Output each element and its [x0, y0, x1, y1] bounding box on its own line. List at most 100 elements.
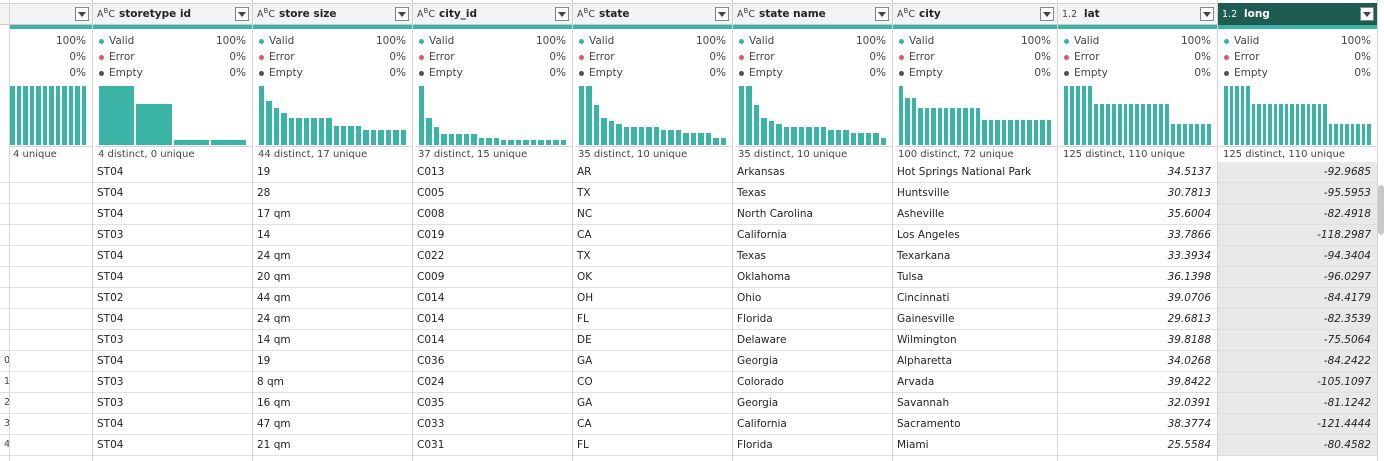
- table-cell[interactable]: California: [733, 414, 892, 435]
- row-number[interactable]: 3: [0, 414, 9, 435]
- table-cell[interactable]: [10, 225, 92, 246]
- histogram-bar[interactable]: [776, 124, 782, 145]
- histogram-bar[interactable]: [49, 86, 54, 145]
- table-cell[interactable]: C022: [413, 246, 572, 267]
- histogram-bar[interactable]: [136, 104, 172, 145]
- histogram-bar[interactable]: [545, 140, 552, 145]
- table-cell[interactable]: Wilmington: [893, 330, 1057, 351]
- histogram-bar[interactable]: [880, 138, 887, 145]
- histogram-bar[interactable]: [995, 120, 1000, 145]
- histogram-bar[interactable]: [10, 86, 15, 145]
- column-header-partial[interactable]: [10, 3, 92, 25]
- histogram-bar[interactable]: [1246, 86, 1250, 145]
- table-cell[interactable]: Arvada: [893, 372, 1057, 393]
- table-cell[interactable]: 24 qm: [253, 309, 412, 330]
- histogram-bar[interactable]: [1229, 86, 1234, 145]
- histogram-bar[interactable]: [943, 108, 949, 145]
- histogram-bar[interactable]: [858, 133, 864, 145]
- table-cell[interactable]: DE: [573, 330, 732, 351]
- histogram-bar[interactable]: [1200, 124, 1205, 145]
- histogram-bar[interactable]: [865, 133, 872, 145]
- histogram-bar[interactable]: [326, 118, 332, 145]
- histogram-bar[interactable]: [538, 140, 544, 145]
- table-cell[interactable]: -96.0297: [1218, 267, 1377, 288]
- histogram-bar[interactable]: [1040, 120, 1045, 145]
- decimal-type-icon[interactable]: 1.2: [1222, 8, 1238, 20]
- index-header[interactable]: [0, 3, 9, 25]
- histogram-bar[interactable]: [385, 130, 392, 145]
- histogram-bar[interactable]: [586, 86, 592, 145]
- table-cell[interactable]: [10, 393, 92, 414]
- histogram-bar[interactable]: [739, 86, 745, 145]
- text-type-icon[interactable]: ABC: [577, 7, 595, 21]
- table-cell[interactable]: 39.8188: [1058, 330, 1217, 351]
- histogram-bar[interactable]: [690, 133, 697, 145]
- table-cell[interactable]: TX: [573, 183, 732, 204]
- table-cell[interactable]: CO: [573, 372, 732, 393]
- table-cell[interactable]: 33.3934: [1058, 246, 1217, 267]
- table-cell[interactable]: North Carolina: [733, 204, 892, 225]
- histogram-bar[interactable]: [1141, 104, 1146, 145]
- histogram-bar[interactable]: [62, 86, 67, 145]
- column-header[interactable]: 1.2 long: [1218, 3, 1377, 25]
- histogram-bar[interactable]: [1251, 104, 1256, 145]
- histogram-bar[interactable]: [1194, 124, 1199, 145]
- histogram-bar[interactable]: [296, 118, 302, 145]
- table-cell[interactable]: [10, 309, 92, 330]
- histogram-bar[interactable]: [1165, 104, 1170, 145]
- histogram-bar[interactable]: [486, 138, 492, 145]
- histogram-bar[interactable]: [1123, 104, 1128, 145]
- table-cell[interactable]: 39.0706: [1058, 288, 1217, 309]
- histogram-bar[interactable]: [210, 140, 246, 145]
- row-number[interactable]: [0, 225, 9, 246]
- histogram-bar[interactable]: [1361, 124, 1366, 145]
- table-cell[interactable]: C036: [413, 351, 572, 372]
- histogram-bar[interactable]: [705, 133, 712, 145]
- histogram-bar[interactable]: [820, 127, 827, 145]
- table-cell[interactable]: Florida: [733, 435, 892, 456]
- table-cell[interactable]: [10, 288, 92, 309]
- histogram-bar[interactable]: [1021, 120, 1026, 145]
- table-cell[interactable]: C033: [413, 414, 572, 435]
- histogram-bar[interactable]: [791, 127, 797, 145]
- column-filter-dropdown[interactable]: [75, 7, 89, 21]
- histogram-bar[interactable]: [259, 86, 265, 145]
- histogram-bar[interactable]: [463, 134, 470, 145]
- histogram-bar[interactable]: [1262, 104, 1267, 145]
- table-cell[interactable]: 19: [253, 351, 412, 372]
- histogram-bar[interactable]: [99, 86, 135, 145]
- table-cell[interactable]: Texas: [733, 246, 892, 267]
- histogram-bar[interactable]: [1027, 120, 1032, 145]
- table-cell[interactable]: ST04: [93, 246, 252, 267]
- table-cell[interactable]: C013: [413, 162, 572, 183]
- table-cell[interactable]: 35.6004: [1058, 204, 1217, 225]
- row-number[interactable]: [0, 162, 9, 183]
- histogram-bar[interactable]: [1129, 104, 1134, 145]
- histogram-bar[interactable]: [593, 105, 600, 145]
- table-cell[interactable]: Gainesville: [893, 309, 1057, 330]
- histogram-bar[interactable]: [1345, 124, 1349, 145]
- histogram-bar[interactable]: [1046, 120, 1052, 145]
- histogram-bar[interactable]: [36, 86, 41, 145]
- histogram-bar[interactable]: [1105, 104, 1110, 145]
- histogram-bar[interactable]: [601, 118, 607, 145]
- histogram-bar[interactable]: [683, 133, 689, 145]
- table-cell[interactable]: 20 qm: [253, 267, 412, 288]
- histogram-bar[interactable]: [311, 118, 317, 145]
- table-cell[interactable]: [10, 204, 92, 225]
- histogram-bar[interactable]: [426, 118, 432, 145]
- histogram-bar[interactable]: [1099, 104, 1104, 145]
- histogram-bar[interactable]: [471, 134, 477, 145]
- histogram-bar[interactable]: [1306, 104, 1311, 145]
- column-header[interactable]: ABC store size: [253, 3, 412, 25]
- table-cell[interactable]: ST03: [93, 330, 252, 351]
- table-cell[interactable]: ST04: [93, 183, 252, 204]
- histogram-bar[interactable]: [899, 86, 904, 145]
- histogram-bar[interactable]: [638, 127, 645, 145]
- text-type-icon[interactable]: ABC: [417, 7, 435, 21]
- column-header[interactable]: ABC state: [573, 3, 732, 25]
- histogram-bar[interactable]: [1339, 124, 1344, 145]
- histogram-bar[interactable]: [370, 130, 377, 145]
- histogram-bar[interactable]: [363, 130, 369, 145]
- histogram-bar[interactable]: [1177, 124, 1182, 145]
